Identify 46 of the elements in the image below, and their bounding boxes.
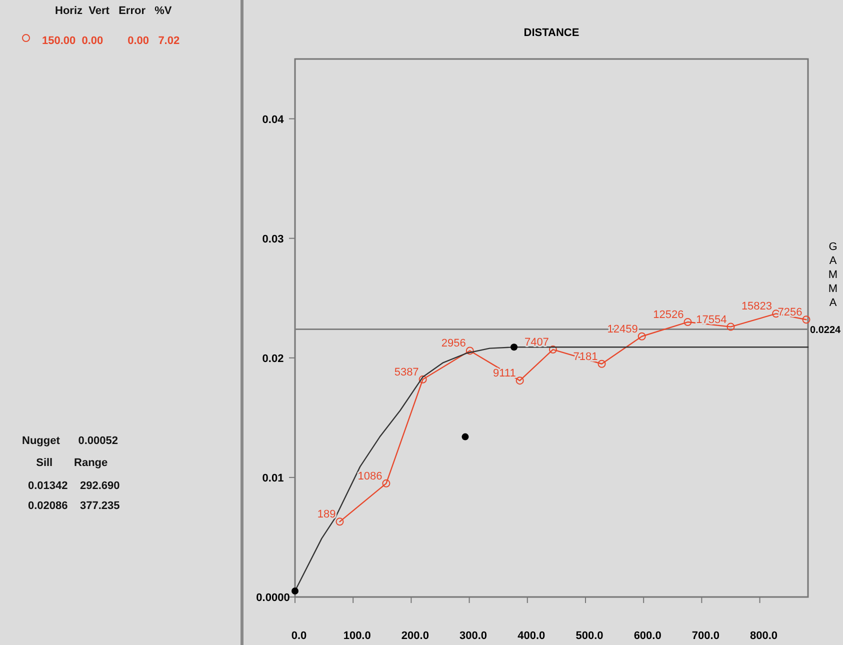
text: 0.02086 377.235: [28, 500, 120, 512]
x-tick-label: 800.0: [750, 630, 778, 642]
text: 150.00 0.00 0.00 7.02: [42, 35, 180, 47]
point: [466, 346, 474, 355]
x-axis-title: DISTANCE: [524, 27, 580, 39]
x-tick-label: 400.0: [518, 630, 546, 642]
annotation: 12526: [653, 309, 684, 322]
point: [802, 316, 810, 324]
text: Nugget 0.00052: [22, 435, 118, 447]
y-tick-label: 0.01: [262, 472, 284, 484]
annotation: 12459: [607, 323, 638, 336]
point: [726, 322, 735, 331]
annotation: 1086: [358, 470, 382, 482]
point: [382, 479, 390, 488]
x-tick-label: 0.0: [291, 630, 307, 642]
point: [638, 332, 646, 340]
x-tick-label: 100.0: [343, 630, 371, 642]
point: [516, 376, 524, 385]
annotation: 5387: [394, 366, 419, 378]
text: Sill Range: [30, 457, 108, 469]
y-tick-label: 0.03: [262, 233, 284, 246]
ref-line-label: 0.0224: [810, 325, 842, 336]
point: [598, 360, 606, 368]
x-tick-label: 600.0: [634, 630, 662, 642]
x-tick-label: 700.0: [692, 630, 720, 642]
point: [418, 375, 427, 384]
text: 0.01342 292.690: [28, 480, 120, 492]
y-axis-title: GAMMA: [828, 241, 838, 309]
y-tick-label: 0.04: [262, 114, 285, 126]
y-tick-label: 0.0000: [256, 592, 290, 604]
x-tick-label: 300.0: [460, 630, 488, 642]
annotation: 2956: [441, 338, 466, 350]
point: [462, 433, 469, 440]
annotation: 15823: [741, 300, 772, 313]
point: [548, 346, 557, 354]
point: [336, 518, 344, 526]
x-tick-label: 500.0: [576, 630, 604, 642]
annotation: 7407: [524, 336, 549, 349]
point: [292, 588, 298, 595]
annotation: 189: [317, 508, 336, 521]
point: [510, 344, 518, 351]
text: Horiz Vert Error %V: [55, 5, 172, 17]
annotation: 17554: [696, 314, 727, 326]
y-tick-label: 0.02: [262, 352, 284, 365]
x-tick-label: 200.0: [401, 630, 429, 642]
point: [684, 318, 692, 326]
